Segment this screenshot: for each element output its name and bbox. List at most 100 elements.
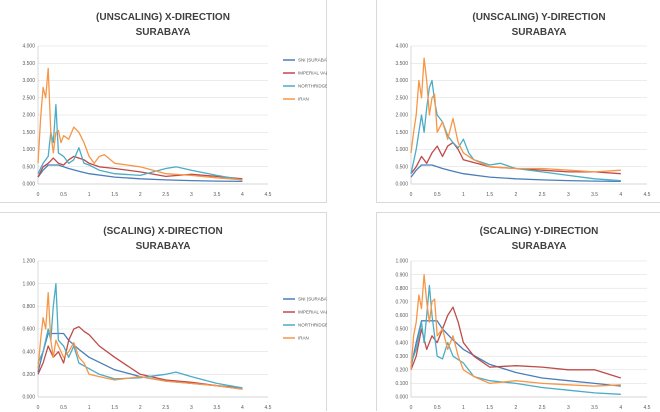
y-tick-label: 0.900 xyxy=(395,272,408,278)
y-tick-label: 3.000 xyxy=(22,78,35,84)
x-tick-label: 4.5 xyxy=(265,405,272,411)
y-tick-label: 0.000 xyxy=(22,395,35,401)
chart-unscaling-x-direction: (UNSCALING) X-DIRECTIONSURABAYA0.0000.50… xyxy=(22,12,327,198)
x-tick-label: 2 xyxy=(514,405,517,411)
chart-subtitle: SURABAYA xyxy=(136,241,191,252)
y-tick-label: 2.000 xyxy=(22,113,35,119)
series-line-northridge xyxy=(37,283,243,389)
chart-panel-unscaling-y: (UNSCALING) Y-DIRECTION SURABAYA 0.000 0.50… xyxy=(376,0,660,203)
series-line-sni xyxy=(410,320,621,387)
series-line-iran xyxy=(37,292,243,390)
y-tick-label: 3.000 xyxy=(395,78,408,84)
x-tick-label: 4 xyxy=(241,192,244,198)
x-tick-label: 2 xyxy=(514,192,517,198)
x-tick-label: 1.5 xyxy=(111,192,118,198)
x-tick-label: 0 xyxy=(410,192,413,198)
x-tick-label: 0.5 xyxy=(434,192,441,198)
x-tick-label: 2.5 xyxy=(539,405,546,411)
x-tick-label: 0.5 xyxy=(60,405,67,411)
legend-label: NORTHRIDGE xyxy=(298,323,327,328)
y-tick-label: 0.400 xyxy=(395,340,408,346)
series-line-northridge xyxy=(410,284,621,395)
x-tick-label: 0 xyxy=(410,405,413,411)
x-tick-label: 4.5 xyxy=(644,192,651,198)
y-tick-label: 1.000 xyxy=(395,259,408,265)
x-tick-label: 1.5 xyxy=(486,405,493,411)
chart-subtitle: SURABAYA xyxy=(512,241,567,252)
series-line-iran xyxy=(410,57,621,173)
x-tick-label: 4.5 xyxy=(265,192,272,198)
series-line-northridge xyxy=(410,79,621,182)
y-tick-label: 3.500 xyxy=(395,61,408,67)
y-tick-label: 2.500 xyxy=(395,95,408,101)
chart-subtitle: SURABAYA xyxy=(512,27,567,38)
y-tick-label: 4.000 xyxy=(395,44,408,50)
x-tick-label: 1.5 xyxy=(111,405,118,411)
series-line-iran xyxy=(410,273,621,387)
x-tick-label: 0 xyxy=(37,192,40,198)
chart-panel-scaling-y: (SCALING) Y-DIRECTION SURABAYA 0.000 0.100 0… xyxy=(376,212,660,411)
x-tick-label: 3.5 xyxy=(591,405,598,411)
legend-label: NORTHRIDGE xyxy=(298,84,327,89)
y-tick-label: 0.100 xyxy=(395,381,408,387)
y-tick-label: 2.500 xyxy=(22,95,35,101)
y-tick-label: 0.000 xyxy=(395,395,408,401)
y-tick-label: 1.000 xyxy=(22,147,35,153)
x-tick-label: 3 xyxy=(567,405,570,411)
x-tick-label: 3 xyxy=(567,192,570,198)
legend-label: SNI (SURABAYA) xyxy=(298,297,327,302)
legend-label: IMPERIAL VALLEY xyxy=(298,310,327,315)
chart-title: (UNSCALING) X-DIRECTION xyxy=(96,12,230,23)
x-tick-label: 0 xyxy=(37,405,40,411)
x-tick-label: 2.5 xyxy=(162,192,169,198)
y-tick-label: 0.500 xyxy=(395,164,408,170)
y-tick-label: 0.300 xyxy=(395,354,408,360)
chart-panel-scaling-x: (SCALING) X-DIRECTION SURABAYA 0.000 0.200 0… xyxy=(0,212,327,411)
x-tick-label: 2.5 xyxy=(162,405,169,411)
y-tick-label: 2.000 xyxy=(395,113,408,119)
legend-label: IMPERIAL VALLEY xyxy=(298,71,327,76)
x-tick-label: 1 xyxy=(462,192,465,198)
legend-label: IRAN xyxy=(298,97,309,102)
series-line-iran xyxy=(37,67,243,181)
chart-subtitle: SURABAYA xyxy=(136,27,191,38)
y-tick-label: 0.600 xyxy=(395,313,408,319)
x-tick-label: 1.5 xyxy=(486,192,493,198)
y-tick-label: 0.400 xyxy=(22,349,35,355)
chart-scaling-y-direction: (SCALING) Y-DIRECTION SURABAYA 0.000 0.100 0… xyxy=(395,226,651,411)
chart-title: (UNSCALING) Y-DIRECTION xyxy=(472,12,605,23)
chart-title: (SCALING) X-DIRECTION xyxy=(103,226,222,237)
x-tick-label: 2 xyxy=(139,405,142,411)
y-tick-label: 0.600 xyxy=(22,327,35,333)
x-tick-label: 3.5 xyxy=(591,192,598,198)
x-tick-label: 0.5 xyxy=(434,405,441,411)
chart-panel-unscaling-x: (UNSCALING) X-DIRECTION SURABAYA 0.000 0.50… xyxy=(0,0,327,203)
x-tick-label: 0.5 xyxy=(60,192,67,198)
y-tick-label: 1.500 xyxy=(22,130,35,136)
y-tick-label: 1.000 xyxy=(395,147,408,153)
chart-unscaling-y-direction: (UNSCALING) Y-DIRECTIONSURABAYA0.0000.50… xyxy=(395,12,651,198)
x-tick-label: 1 xyxy=(88,405,91,411)
x-tick-label: 1 xyxy=(462,405,465,411)
x-tick-label: 4.5 xyxy=(644,405,651,411)
series-line-imperial xyxy=(410,306,621,379)
chart-title: (SCALING) Y-DIRECTION xyxy=(480,226,599,237)
y-tick-label: 3.500 xyxy=(22,61,35,67)
legend-label: IRAN xyxy=(298,336,309,341)
y-tick-label: 0.800 xyxy=(395,286,408,292)
y-tick-label: 0.200 xyxy=(22,372,35,378)
series-line-sni xyxy=(37,164,243,183)
y-tick-label: 0.000 xyxy=(22,182,35,188)
x-tick-label: 4 xyxy=(241,405,244,411)
y-tick-label: 1.200 xyxy=(22,259,35,265)
y-tick-label: 4.000 xyxy=(22,44,35,50)
y-tick-label: 1.500 xyxy=(395,130,408,136)
x-tick-label: 4 xyxy=(619,192,622,198)
y-tick-label: 0.700 xyxy=(395,300,408,306)
x-tick-label: 3 xyxy=(190,192,193,198)
x-tick-label: 2.5 xyxy=(539,192,546,198)
y-tick-label: 1.000 xyxy=(22,281,35,287)
legend-label: SNI (SURABAYA) xyxy=(298,58,327,63)
y-tick-label: 0.500 xyxy=(22,164,35,170)
x-tick-label: 1 xyxy=(88,192,91,198)
